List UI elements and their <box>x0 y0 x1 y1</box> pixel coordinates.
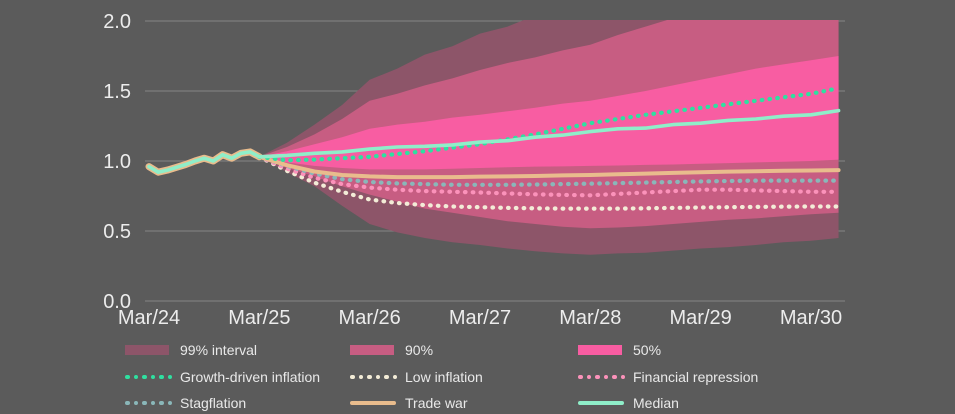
series-median <box>147 108 841 174</box>
swatch-99-interval <box>125 345 171 355</box>
x-tick-label: Mar/25 <box>228 307 290 329</box>
legend-item-99-interval: 99% interval <box>125 341 257 359</box>
legend-label: Low inflation <box>405 369 483 385</box>
y-tick-label: 2.0 <box>103 11 131 33</box>
series-stagflation <box>257 154 841 187</box>
legend-label: 90% <box>405 342 434 358</box>
legend-item-median: Median <box>578 394 679 412</box>
legend-item-financial-repression: Financial repression <box>578 368 758 386</box>
swatch-stagflation <box>125 400 172 406</box>
legend-label: Trade war <box>405 395 468 411</box>
x-tick-label: Mar/26 <box>339 307 401 329</box>
y-tick-label: 1.5 <box>103 81 131 103</box>
confidence-bands <box>259 20 839 255</box>
x-tick-label: Mar/28 <box>559 307 621 329</box>
y-tick-label: 0.0 <box>103 291 131 313</box>
x-tick-label: Mar/29 <box>670 307 732 329</box>
legend-item-stagflation: Stagflation <box>125 394 246 412</box>
y-tick-label: 0.5 <box>103 221 131 243</box>
swatch-50 <box>578 345 624 355</box>
swatch-financial-repression <box>578 374 625 380</box>
y-tick-label: 1.0 <box>103 151 131 173</box>
x-tick-label: Mar/30 <box>780 307 842 329</box>
legend-item-50: 50% <box>578 341 661 359</box>
legend-item-growth-driven-inflation: Growth-driven inflation <box>125 368 320 386</box>
legend-item-low-inflation: Low inflation <box>350 368 483 386</box>
series-low-inflation <box>257 154 841 211</box>
swatch-trade-war <box>350 401 396 405</box>
legend-label: 99% interval <box>180 342 258 358</box>
legend-item-90: 90% <box>350 341 433 359</box>
x-tick-label: Mar/27 <box>449 307 511 329</box>
scenario-lines <box>145 86 841 211</box>
swatch-median <box>578 401 624 405</box>
axis-labels: 0.0 0.5 1.0 1.5 2.0 Mar/24 Mar/25 Mar/26 Mar/27 M… <box>103 11 842 329</box>
swatch-low-inflation <box>350 374 397 380</box>
series-financial-repression <box>257 154 841 198</box>
swatch-90 <box>350 345 396 355</box>
legend-item-trade-war: Trade war <box>350 394 468 412</box>
legend-label: 50% <box>633 342 662 358</box>
x-tick-label: Mar/24 <box>118 307 180 329</box>
legend-label: Median <box>633 395 679 411</box>
legend-label: Financial repression <box>633 369 759 385</box>
swatch-growth-driven-inflation <box>125 374 172 380</box>
band-50 <box>259 56 839 170</box>
legend-label: Growth-driven inflation <box>180 369 321 385</box>
legend-label: Stagflation <box>180 395 247 411</box>
